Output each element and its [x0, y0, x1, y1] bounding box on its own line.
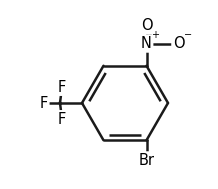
Text: −: −: [184, 30, 192, 40]
Text: Br: Br: [138, 153, 155, 168]
Text: F: F: [58, 112, 66, 126]
Text: N: N: [141, 36, 152, 51]
Text: F: F: [58, 80, 66, 94]
Text: O: O: [141, 18, 152, 33]
Text: F: F: [40, 95, 48, 111]
Text: +: +: [152, 30, 160, 40]
Text: O: O: [173, 36, 184, 51]
